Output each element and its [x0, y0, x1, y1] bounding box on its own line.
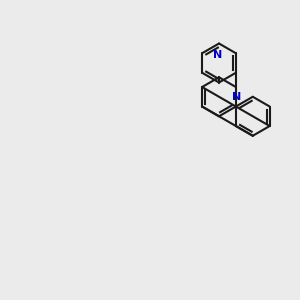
Text: N: N [232, 92, 242, 102]
Text: N: N [213, 50, 222, 61]
